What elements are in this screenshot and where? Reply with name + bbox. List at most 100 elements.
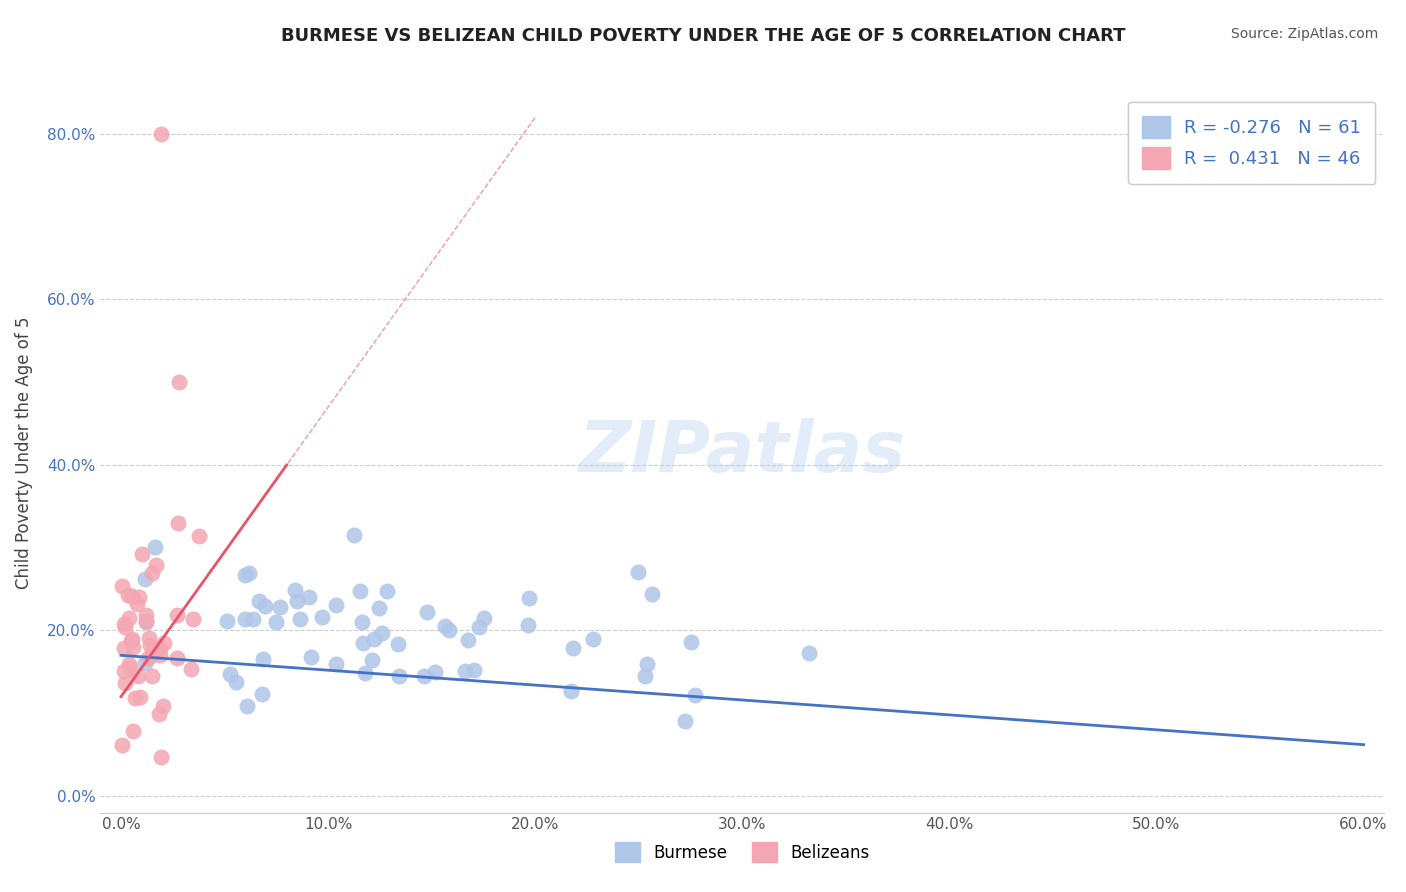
Point: [561, 640, 583, 655]
Point: [120, 633, 142, 648]
Point: [138, 631, 160, 645]
Point: [299, 650, 322, 665]
Point: [217, 614, 239, 628]
Point: [425, 665, 447, 680]
Point: [377, 584, 399, 599]
Point: [166, 607, 188, 622]
Point: [112, 664, 135, 678]
Point: [560, 683, 582, 698]
Point: [152, 699, 174, 714]
Point: [367, 600, 389, 615]
Point: [236, 699, 259, 714]
Point: [141, 669, 163, 683]
Point: [247, 594, 270, 608]
Text: ZIPatlas: ZIPatlas: [579, 418, 905, 487]
Point: [118, 661, 141, 675]
Point: [349, 583, 371, 598]
Point: [673, 714, 696, 728]
Y-axis label: Child Poverty Under the Age of 5: Child Poverty Under the Age of 5: [15, 317, 32, 589]
Point: [641, 587, 664, 601]
Point: [188, 529, 211, 543]
Point: [149, 640, 172, 655]
Point: [145, 558, 167, 573]
Point: [250, 687, 273, 701]
Point: [139, 638, 162, 652]
Point: [167, 516, 190, 530]
Point: [225, 674, 247, 689]
Point: [325, 657, 347, 672]
Point: [416, 605, 439, 619]
Point: [142, 641, 165, 656]
Point: [242, 612, 264, 626]
Point: [117, 588, 139, 602]
Point: [169, 376, 191, 390]
Point: [180, 662, 202, 676]
Point: [181, 612, 204, 626]
Point: [353, 666, 375, 681]
Point: [437, 623, 460, 637]
Point: [135, 615, 157, 629]
Point: [111, 739, 134, 753]
Point: [352, 636, 374, 650]
Point: [352, 615, 374, 629]
Point: [121, 632, 143, 647]
Point: [371, 625, 394, 640]
Point: [110, 579, 132, 593]
Point: [150, 127, 173, 141]
Point: [135, 607, 157, 622]
Point: [253, 599, 276, 614]
Point: [325, 598, 347, 612]
Point: [519, 591, 541, 605]
Point: [121, 589, 143, 603]
Point: [136, 651, 159, 665]
Point: [134, 656, 156, 670]
Text: Source: ZipAtlas.com: Source: ZipAtlas.com: [1230, 27, 1378, 41]
Point: [454, 664, 477, 678]
Point: [118, 657, 141, 672]
Point: [118, 611, 141, 625]
Point: [125, 597, 148, 611]
Point: [124, 691, 146, 706]
Point: [683, 688, 706, 702]
Point: [285, 594, 308, 608]
Point: [112, 616, 135, 631]
Point: [264, 615, 287, 630]
Point: [474, 611, 496, 625]
Point: [149, 648, 172, 662]
Point: [112, 641, 135, 656]
Point: [149, 750, 172, 764]
Point: [121, 640, 143, 654]
Point: [114, 620, 136, 634]
Point: [134, 572, 156, 586]
Point: [433, 618, 456, 632]
Point: [128, 590, 150, 604]
Text: BURMESE VS BELIZEAN CHILD POVERTY UNDER THE AGE OF 5 CORRELATION CHART: BURMESE VS BELIZEAN CHILD POVERTY UNDER …: [281, 27, 1125, 45]
Point: [135, 614, 157, 628]
Point: [238, 566, 260, 580]
Point: [141, 648, 163, 662]
Point: [122, 724, 145, 739]
Point: [797, 646, 820, 660]
Legend: R = -0.276   N = 61, R =  0.431   N = 46: R = -0.276 N = 61, R = 0.431 N = 46: [1128, 102, 1375, 184]
Point: [233, 612, 256, 626]
Point: [679, 634, 702, 648]
Point: [387, 638, 409, 652]
Point: [457, 633, 479, 648]
Point: [636, 657, 658, 671]
Point: [284, 582, 307, 597]
Point: [141, 566, 163, 580]
Point: [517, 618, 540, 632]
Point: [468, 620, 491, 634]
Point: [288, 612, 311, 626]
Point: [413, 669, 436, 683]
Point: [252, 651, 274, 665]
Point: [363, 632, 385, 646]
Point: [360, 653, 382, 667]
Point: [634, 669, 657, 683]
Point: [166, 651, 188, 665]
Point: [269, 599, 291, 614]
Point: [219, 667, 242, 681]
Point: [131, 547, 153, 561]
Point: [626, 566, 648, 580]
Point: [143, 540, 166, 554]
